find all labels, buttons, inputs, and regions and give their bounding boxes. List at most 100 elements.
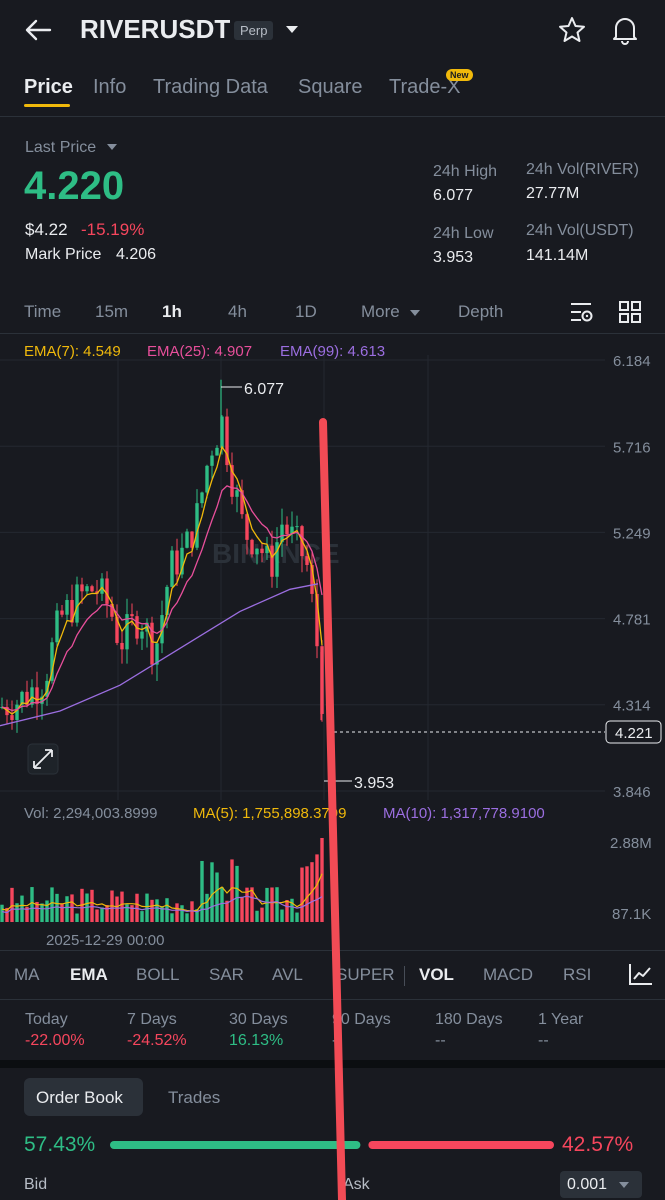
indicator-super[interactable]: SUPER [336, 965, 395, 984]
chart-bottom-divider [0, 950, 665, 951]
indicator-sar[interactable]: SAR [209, 965, 244, 984]
indicator-boll[interactable]: BOLL [136, 965, 180, 984]
volume-bar [105, 905, 109, 922]
back-arrow-icon[interactable] [24, 18, 52, 42]
volume-bar [290, 898, 294, 922]
caret-down-icon[interactable] [618, 1181, 630, 1189]
candle-body [285, 524, 289, 535]
volume-bar [280, 909, 284, 922]
tab-trading-data[interactable]: Trading Data [153, 76, 268, 98]
volume-bar [195, 909, 199, 922]
timeframe-15m[interactable]: 15m [95, 302, 129, 321]
volume-bar [255, 910, 259, 922]
volume-bar [40, 903, 44, 922]
vol-base-label: 24h Vol(RIVER) [526, 161, 639, 178]
ma5-label: MA(5): 1,755,898.3799 [193, 805, 347, 822]
caret-down-icon[interactable] [106, 143, 118, 151]
timeframe-time[interactable]: Time [24, 302, 62, 321]
active-tab-indicator [24, 104, 70, 107]
volume-bar [115, 896, 119, 922]
perf-1y-value: -- [538, 1032, 549, 1049]
tab-order-book[interactable]: Order Book [36, 1088, 123, 1107]
tab-trades[interactable]: Trades [168, 1088, 221, 1107]
perf-today-value: -22.00% [25, 1032, 85, 1049]
tab-price[interactable]: Price [24, 76, 73, 98]
indicator-ma[interactable]: MA [14, 965, 40, 984]
last-price-label[interactable]: Last Price [25, 139, 97, 156]
bell-icon[interactable] [611, 15, 639, 45]
vol-base-value: 27.77M [526, 185, 580, 202]
ema25-line [1, 485, 323, 712]
ema7-label: EMA(7): 4.549 [24, 343, 121, 360]
timeframe-1d[interactable]: 1D [295, 302, 317, 321]
indicator-divider [0, 999, 665, 1000]
tab-trade-x[interactable]: Trade-X [389, 76, 461, 98]
tab-square[interactable]: Square [298, 76, 363, 98]
tab-info[interactable]: Info [93, 76, 127, 98]
perf-today-label: Today [25, 1011, 68, 1028]
candle-body [35, 687, 39, 704]
expand-icon[interactable] [27, 743, 59, 775]
ask-percent: 42.57% [562, 1133, 634, 1156]
candle-body [15, 704, 19, 720]
volume-ma-lines [1, 873, 323, 914]
price-tick-label: 4.781 [613, 612, 651, 629]
candle-body [85, 586, 89, 592]
candle-body [150, 622, 154, 665]
candle-body [55, 610, 59, 643]
star-icon[interactable] [558, 16, 586, 44]
current-price-tag-text: 4.221 [615, 725, 653, 742]
indicator-separator [404, 966, 405, 986]
candle-body [165, 586, 169, 616]
perf-90d-value: -- [332, 1032, 343, 1049]
candle-body [195, 503, 199, 548]
caret-down-icon[interactable] [285, 25, 299, 34]
perp-badge: Perp [234, 21, 274, 40]
candle-body [50, 642, 54, 681]
timeframe-1h[interactable]: 1h [162, 302, 182, 321]
candle-body [60, 610, 64, 615]
volume-bar [5, 907, 9, 922]
precision-select[interactable] [560, 1171, 642, 1198]
candle-body [175, 550, 179, 575]
candle-body [105, 578, 109, 604]
volume-bar [240, 897, 244, 922]
chart-gridlines [0, 355, 605, 800]
caret-down-icon[interactable] [409, 309, 421, 317]
high-label: 24h High [433, 163, 498, 180]
candle-body [290, 526, 294, 535]
price-axis: 6.184 5.716 5.249 4.781 4.314 3.846 [613, 353, 651, 801]
volume-bar [180, 905, 184, 922]
volume-bar [275, 887, 279, 922]
indicator-avl[interactable]: AVL [272, 965, 303, 984]
volume-bar [175, 903, 179, 922]
indicator-vol[interactable]: VOL [419, 965, 454, 984]
vol-tick-top: 2.88M [610, 835, 652, 852]
precision-value[interactable]: 0.001 [567, 1176, 608, 1193]
candle-body [260, 548, 264, 554]
volume-chart[interactable]: 2.88M 87.1K 2025-12-29 00:00 [0, 826, 665, 950]
timeframe-depth[interactable]: Depth [458, 302, 504, 321]
volume-bar [170, 913, 174, 922]
perf-7d-value: -24.52% [127, 1032, 187, 1049]
chart-settings-icon[interactable] [569, 300, 595, 324]
price-tick-label: 6.184 [613, 353, 651, 370]
volume-bar [235, 865, 239, 922]
vol-label: Vol: 2,294,003.8999 [24, 805, 158, 822]
top-bar: RIVERUSDT Perp [0, 0, 665, 62]
indicator-macd[interactable]: MACD [483, 965, 534, 984]
indicator-ema[interactable]: EMA [70, 965, 108, 984]
indicator-rsi[interactable]: RSI [563, 965, 592, 984]
volume-bar [35, 901, 39, 922]
timeframe-4h[interactable]: 4h [228, 302, 247, 321]
ask-label: Ask [343, 1176, 370, 1193]
grid-layout-icon[interactable] [619, 301, 641, 323]
volume-bar [75, 913, 79, 922]
symbol-title[interactable]: RIVERUSDT [80, 14, 231, 44]
timeframe-more[interactable]: More [361, 302, 400, 321]
indicator-chart-icon[interactable] [628, 962, 654, 986]
volume-bar [45, 900, 49, 922]
volume-bar [60, 903, 64, 922]
perf-90d-label: 90 Days [332, 1011, 391, 1028]
